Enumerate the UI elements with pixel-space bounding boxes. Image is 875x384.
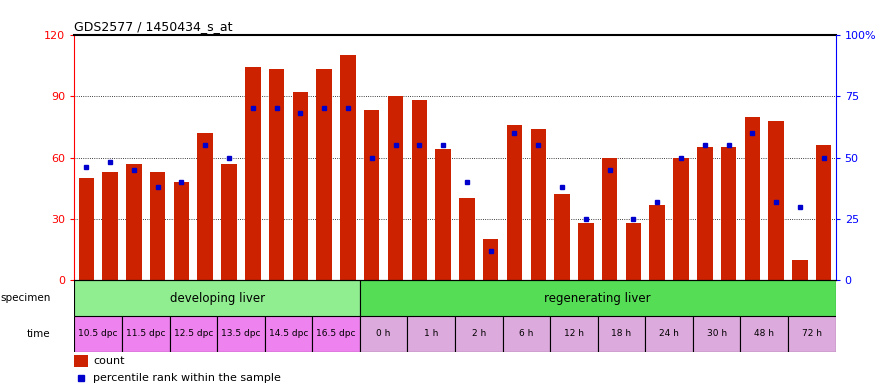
- Text: 13.5 dpc: 13.5 dpc: [221, 329, 261, 338]
- Text: GDS2577 / 1450434_s_at: GDS2577 / 1450434_s_at: [74, 20, 233, 33]
- Bar: [74, 355, 88, 367]
- Bar: [217, 316, 265, 352]
- Bar: [455, 316, 502, 352]
- Bar: [673, 157, 689, 280]
- Bar: [626, 223, 641, 280]
- Bar: [740, 316, 788, 352]
- Text: 24 h: 24 h: [659, 329, 679, 338]
- Text: 48 h: 48 h: [754, 329, 774, 338]
- Bar: [502, 316, 550, 352]
- Bar: [174, 182, 189, 280]
- Bar: [816, 145, 831, 280]
- Text: 2 h: 2 h: [472, 329, 486, 338]
- Bar: [360, 316, 408, 352]
- Bar: [126, 164, 142, 280]
- Bar: [245, 67, 261, 280]
- Bar: [550, 316, 598, 352]
- Text: 30 h: 30 h: [707, 329, 727, 338]
- Bar: [269, 70, 284, 280]
- Text: 12 h: 12 h: [564, 329, 584, 338]
- Bar: [292, 92, 308, 280]
- Text: 18 h: 18 h: [612, 329, 632, 338]
- Text: 72 h: 72 h: [802, 329, 822, 338]
- Bar: [79, 178, 94, 280]
- Text: 11.5 dpc: 11.5 dpc: [126, 329, 165, 338]
- Bar: [364, 110, 380, 280]
- Bar: [693, 316, 740, 352]
- Text: 6 h: 6 h: [519, 329, 534, 338]
- Bar: [198, 133, 213, 280]
- Bar: [388, 96, 403, 280]
- Bar: [170, 316, 217, 352]
- Bar: [122, 316, 170, 352]
- Text: 14.5 dpc: 14.5 dpc: [269, 329, 308, 338]
- Bar: [507, 125, 522, 280]
- Bar: [317, 70, 332, 280]
- Bar: [483, 240, 499, 280]
- Bar: [265, 316, 312, 352]
- Bar: [312, 316, 360, 352]
- Bar: [646, 316, 693, 352]
- Bar: [360, 280, 836, 316]
- Bar: [697, 147, 712, 280]
- Text: 1 h: 1 h: [424, 329, 438, 338]
- Text: 10.5 dpc: 10.5 dpc: [79, 329, 118, 338]
- Text: 0 h: 0 h: [376, 329, 391, 338]
- Text: 16.5 dpc: 16.5 dpc: [316, 329, 356, 338]
- Bar: [340, 55, 355, 280]
- Bar: [530, 129, 546, 280]
- Bar: [436, 149, 451, 280]
- Bar: [459, 199, 474, 280]
- Text: 12.5 dpc: 12.5 dpc: [173, 329, 213, 338]
- Bar: [74, 316, 122, 352]
- Bar: [792, 260, 808, 280]
- Bar: [721, 147, 736, 280]
- Text: specimen: specimen: [0, 293, 51, 303]
- Text: regenerating liver: regenerating liver: [544, 292, 651, 305]
- Text: developing liver: developing liver: [170, 292, 264, 305]
- Bar: [788, 316, 836, 352]
- Bar: [408, 316, 455, 352]
- Bar: [555, 194, 570, 280]
- Bar: [649, 205, 665, 280]
- Bar: [150, 172, 165, 280]
- Bar: [598, 316, 646, 352]
- Bar: [602, 157, 618, 280]
- Bar: [745, 116, 760, 280]
- Bar: [102, 172, 118, 280]
- Text: percentile rank within the sample: percentile rank within the sample: [94, 372, 281, 382]
- Bar: [578, 223, 593, 280]
- Text: time: time: [27, 329, 51, 339]
- Text: count: count: [94, 356, 125, 366]
- Bar: [411, 100, 427, 280]
- Bar: [768, 121, 784, 280]
- Bar: [221, 164, 237, 280]
- Bar: [74, 280, 360, 316]
